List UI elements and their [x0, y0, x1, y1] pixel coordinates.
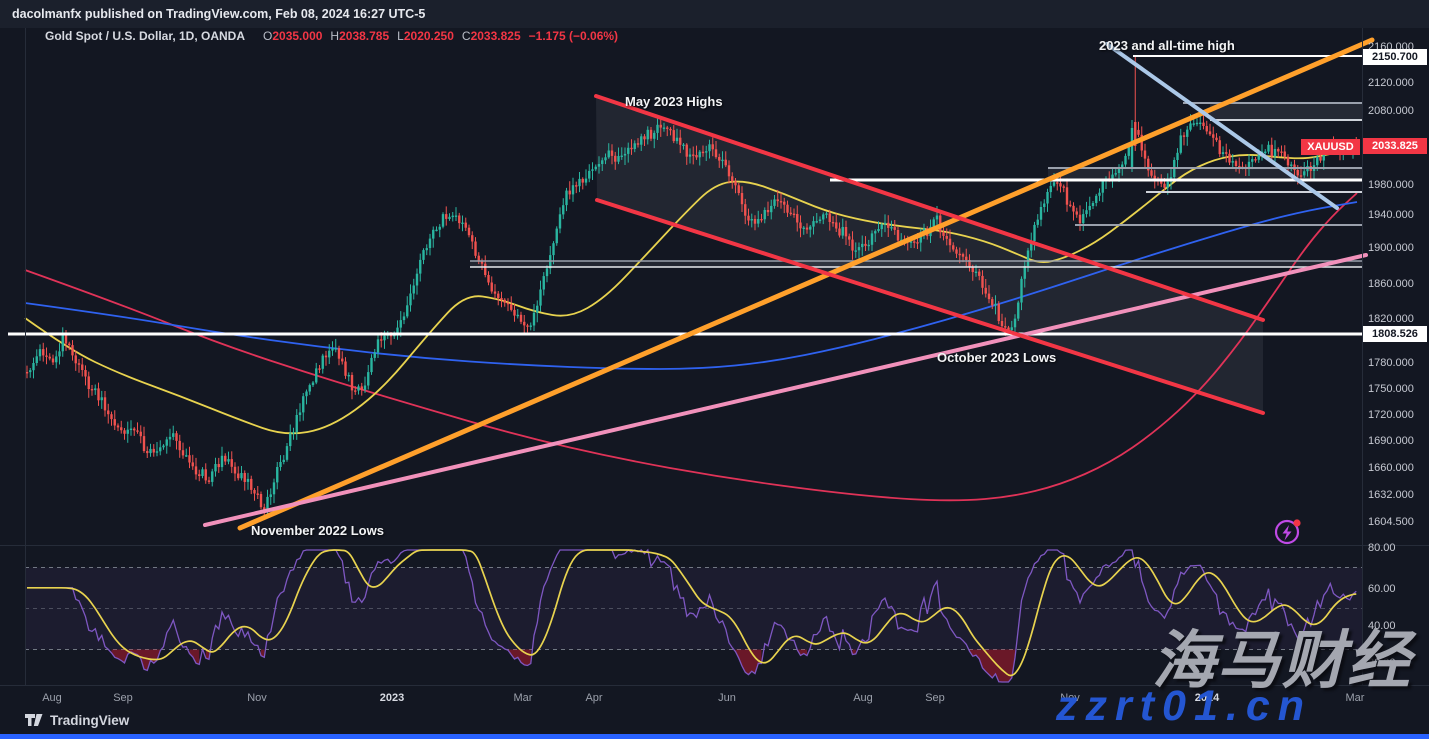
rsi-line	[27, 548, 1357, 683]
rsi-band-fill	[25, 567, 1362, 650]
ma-slow-crimson	[24, 192, 1358, 502]
descending-channel-upper-red	[594, 94, 1265, 322]
svg-text:Sep: Sep	[925, 692, 945, 704]
svg-text:Sep: Sep	[113, 692, 133, 704]
publish-info-text: dacolmanfx published on TradingView.com,…	[12, 7, 426, 21]
svg-text:Nov: Nov	[247, 692, 267, 704]
ohlc-low-value: 2020.250	[403, 29, 454, 43]
svg-text:Apr: Apr	[585, 692, 602, 704]
svg-text:Aug: Aug	[42, 692, 62, 704]
svg-text:2023: 2023	[380, 692, 404, 704]
ma-fast-yellow	[24, 148, 1358, 435]
svg-text:1820.000: 1820.000	[1368, 313, 1414, 325]
price-axis[interactable]: 2160.000 2120.000 2080.000 1980.000 1940.000…	[1368, 41, 1414, 669]
ohlc-high-value: 2038.785	[339, 29, 390, 43]
rsi-ma-line	[26, 549, 1357, 677]
ohlc-high-label: H	[330, 29, 340, 43]
svg-text:Mar: Mar	[514, 692, 533, 704]
svg-text:1750.000: 1750.000	[1368, 383, 1414, 395]
watermark-cjk-text: 海马财经	[1152, 626, 1412, 696]
svg-text:2120.000: 2120.000	[1368, 77, 1414, 89]
descending-trendline-steel	[1105, 42, 1339, 210]
symbol-legend: Gold Spot / U.S. Dollar, 1D, OANDA O2035.…	[45, 29, 618, 43]
symbol-title[interactable]: Gold Spot / U.S. Dollar, 1D, OANDA	[45, 29, 246, 43]
svg-text:60.00: 60.00	[1368, 583, 1396, 595]
candlesticks	[25, 57, 1358, 518]
svg-text:1632.000: 1632.000	[1368, 489, 1414, 501]
descending-channel-lower-red	[595, 198, 1265, 415]
svg-text:Mar: Mar	[1346, 692, 1365, 704]
svg-text:1690.000: 1690.000	[1368, 435, 1414, 447]
attribution-footer: TradingView	[25, 712, 129, 728]
svg-text:1940.000: 1940.000	[1368, 209, 1414, 221]
ma-mid-blue	[24, 201, 1358, 370]
tradingview-logo-icon	[25, 714, 43, 726]
svg-text:Jun: Jun	[718, 692, 736, 704]
time-axis[interactable]: Aug Sep Nov 2023 Mar Apr Jun Aug Sep Nov 2024 Mar	[42, 692, 1365, 704]
ohlc-close-value: 2033.825	[470, 29, 521, 43]
svg-text:80.00: 80.00	[1368, 542, 1396, 554]
svg-text:1660.000: 1660.000	[1368, 462, 1414, 474]
svg-text:1604.500: 1604.500	[1368, 516, 1414, 528]
moving-averages	[24, 148, 1358, 502]
flash-bolt-icon	[1274, 519, 1301, 545]
svg-text:1780.000: 1780.000	[1368, 357, 1414, 369]
support-resistance-zones	[470, 96, 1362, 413]
svg-text:1900.000: 1900.000	[1368, 242, 1414, 254]
svg-text:40.00: 40.00	[1368, 620, 1396, 632]
ohlc-low-label: L	[397, 29, 404, 43]
publish-header: dacolmanfx published on TradingView.com,…	[0, 0, 1429, 28]
change-value: −1.175 (−0.06%)	[528, 29, 619, 43]
trendlines	[203, 37, 1375, 531]
ohlc-open-label: O	[263, 29, 273, 43]
svg-text:2024: 2024	[1195, 692, 1220, 704]
svg-text:Aug: Aug	[853, 692, 873, 704]
svg-text:1860.000: 1860.000	[1368, 278, 1414, 290]
watermark-domain-text: zzrt01.cn	[1056, 682, 1313, 730]
ohlc-close-label: C	[461, 29, 471, 43]
tradingview-brand-text[interactable]: TradingView	[50, 712, 130, 728]
ascending-trendline-orange	[237, 37, 1375, 531]
svg-text:1720.000: 1720.000	[1368, 409, 1414, 421]
svg-text:20.00: 20.00	[1368, 657, 1396, 669]
rsi-panel	[25, 548, 1362, 683]
ascending-trendline-pink	[203, 253, 1368, 527]
descending-channel-fill	[596, 96, 1263, 413]
ohlc-open-value: 2035.000	[272, 29, 323, 43]
ideas-stream-icon[interactable]	[1272, 515, 1304, 547]
bottom-accent-bar	[0, 734, 1429, 739]
pane-separators	[0, 28, 1429, 686]
svg-text:1980.000: 1980.000	[1368, 179, 1414, 191]
svg-text:2080.000: 2080.000	[1368, 105, 1414, 117]
svg-text:2160.000: 2160.000	[1368, 41, 1414, 53]
svg-text:Nov: Nov	[1060, 692, 1080, 704]
